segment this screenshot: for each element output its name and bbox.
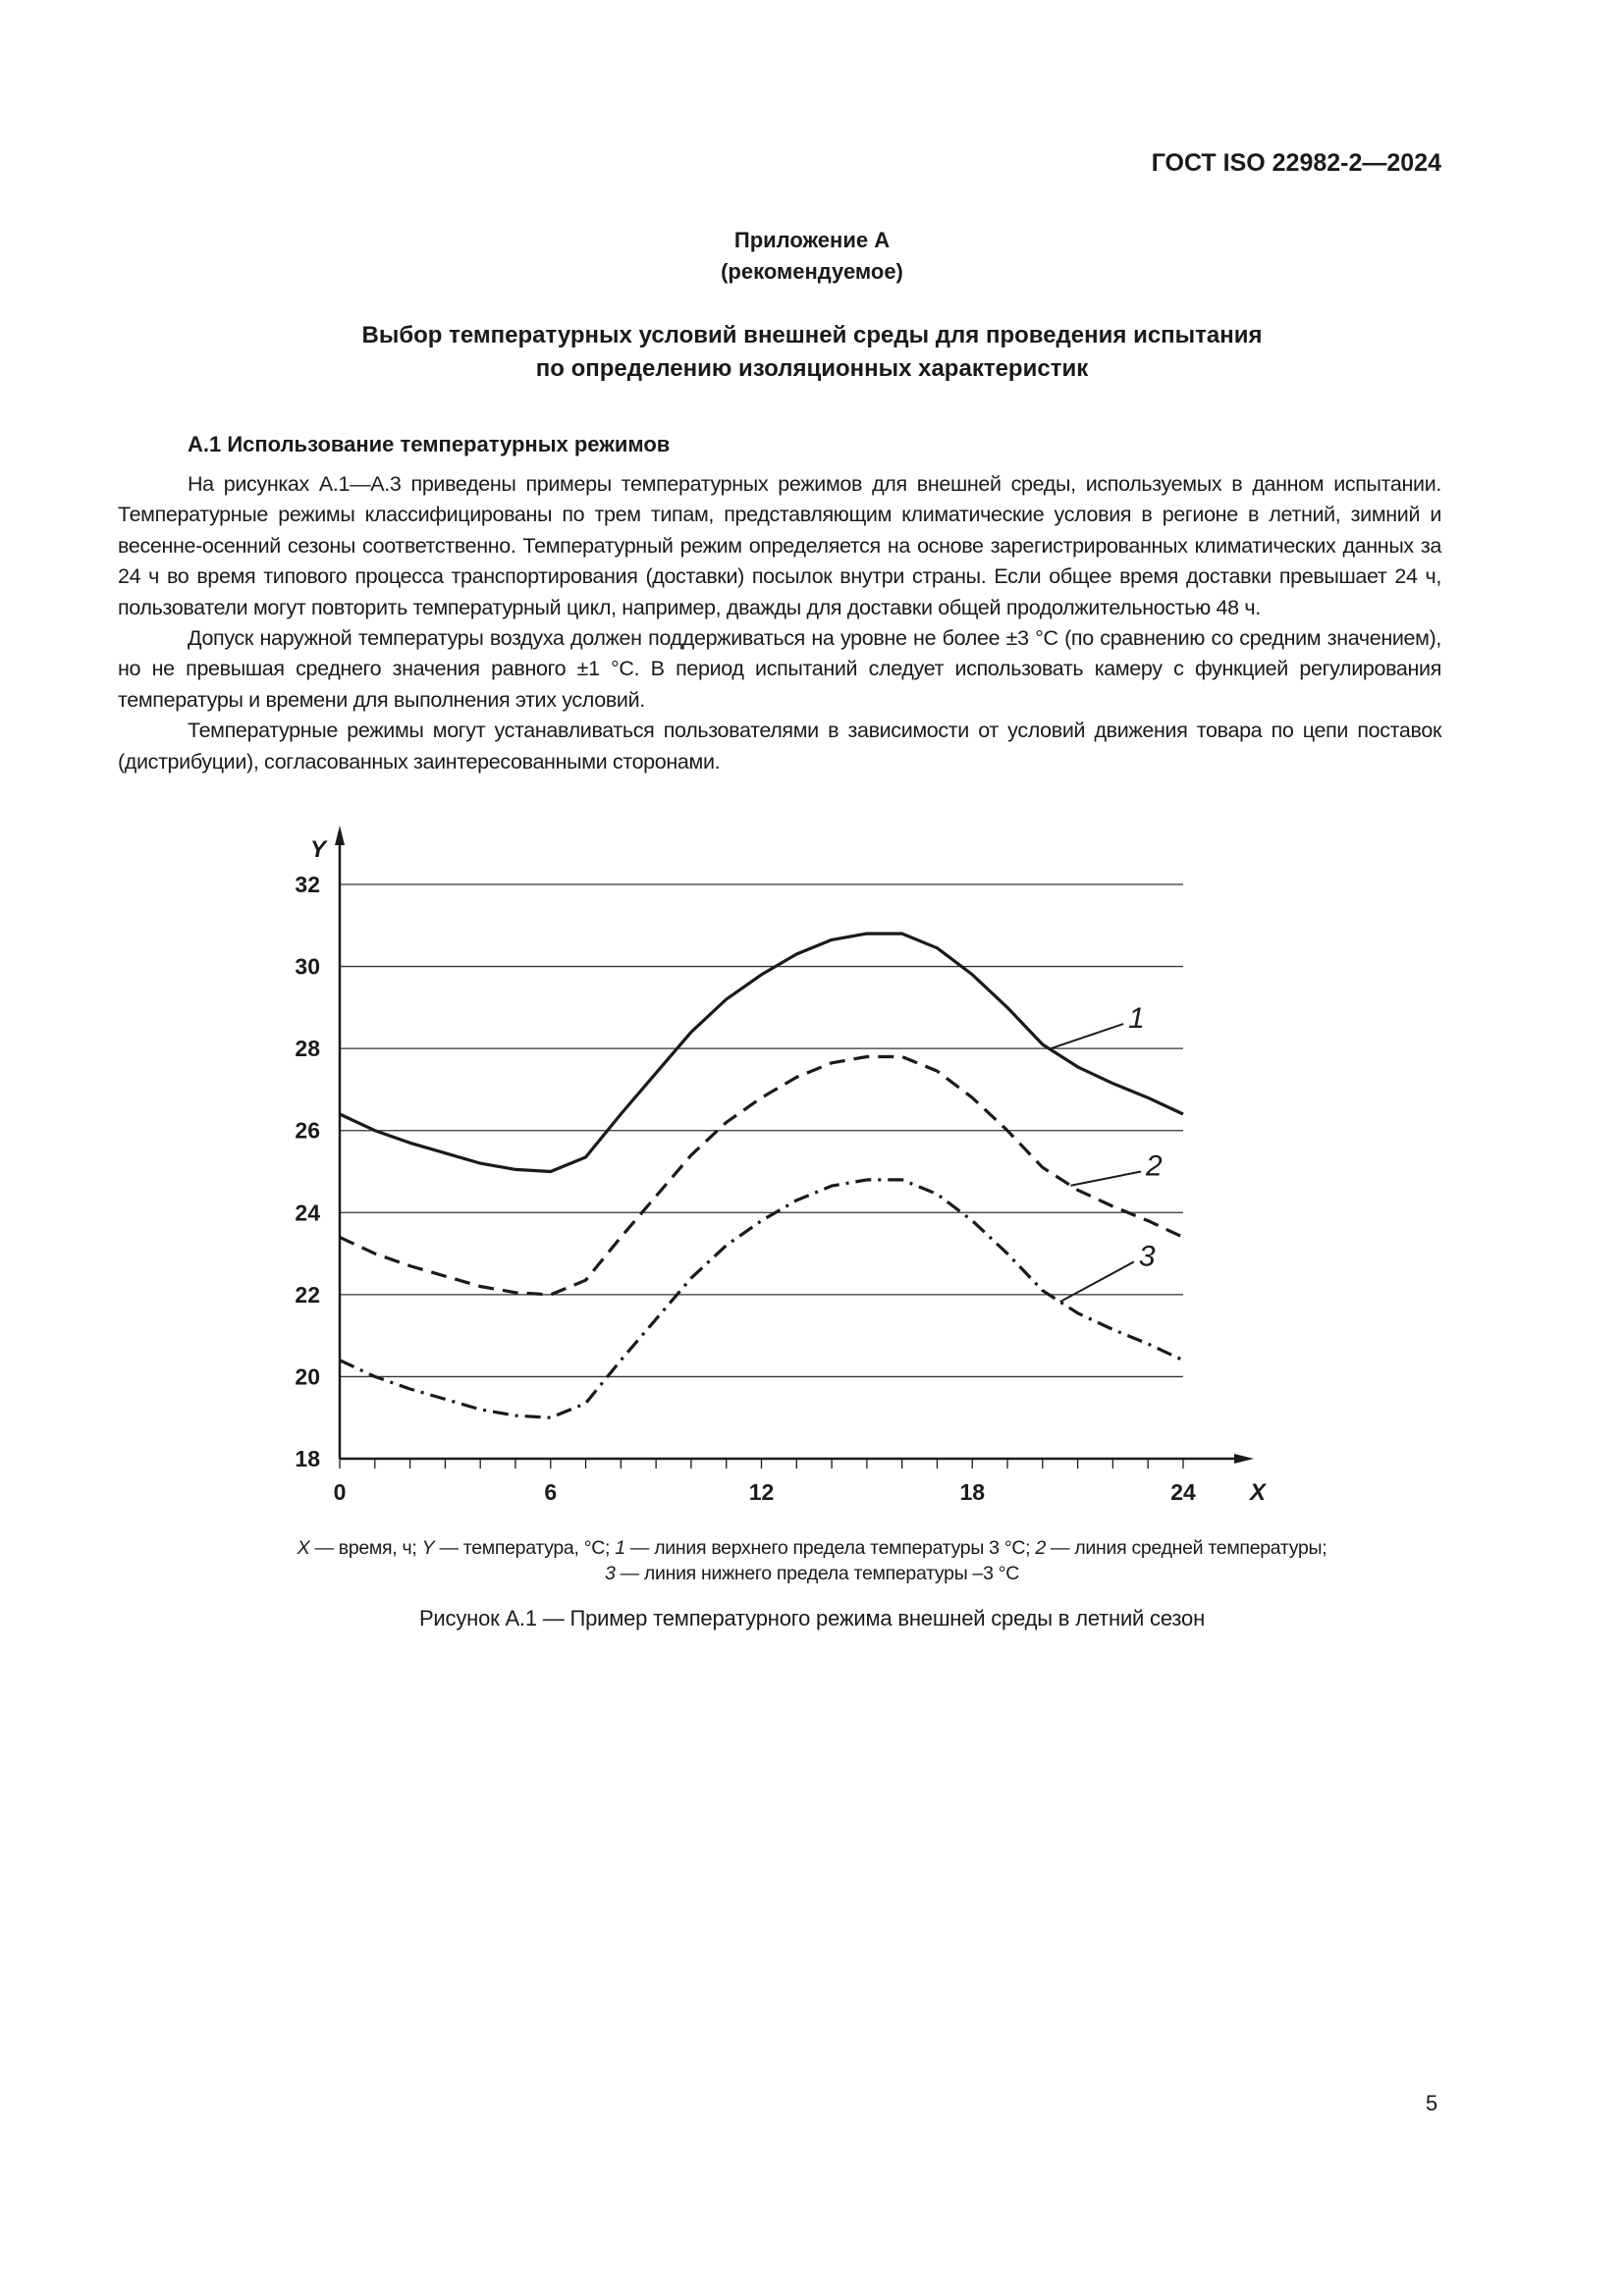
document-code: ГОСТ ISO 22982-2—2024 xyxy=(1151,149,1441,177)
legend-1-desc: — линия верхнего предела температуры 3 °… xyxy=(624,1537,1036,1559)
annex-heading-line-2: по определению изоляционных характеристи… xyxy=(535,355,1089,382)
y-tick-label: 26 xyxy=(295,1118,320,1144)
x-axis-label: X xyxy=(1248,1479,1268,1506)
x-tick-label: 18 xyxy=(959,1479,985,1505)
paragraph: На рисунках А.1—А.3 приведены примеры те… xyxy=(118,472,1441,619)
y-tick-label: 20 xyxy=(295,1363,320,1389)
annex-heading-line-1: Выбор температурных условий внешней сред… xyxy=(361,322,1263,348)
y-tick-label: 30 xyxy=(295,954,320,980)
paragraph: Допуск наружной температуры воздуха долж… xyxy=(118,626,1441,712)
legend-2-symbol: 2 xyxy=(1035,1537,1046,1559)
legend-x-desc: — время, ч; xyxy=(309,1537,422,1559)
series-lines xyxy=(339,932,1184,1419)
leader-line-1 xyxy=(1049,1023,1124,1050)
series-line-1 xyxy=(339,932,1184,1174)
x-tick-label: 12 xyxy=(749,1479,775,1505)
x-tick-label: 6 xyxy=(544,1479,557,1505)
series-label-2: 2 xyxy=(1145,1150,1163,1183)
figure-legend-line-2: 3 — линия нижнего предела температуры –3… xyxy=(0,1563,1624,1585)
series-line-3 xyxy=(339,1178,1184,1419)
page-number: 5 xyxy=(1426,2091,1438,2115)
series-labels: 1 2 3 xyxy=(1049,1002,1163,1304)
legend-2-desc: — линия средней температуры; xyxy=(1045,1537,1327,1559)
y-tick-label: 22 xyxy=(295,1282,320,1308)
paragraph: Температурные режимы могут устанавливать… xyxy=(118,719,1441,774)
figure-legend-line-1: X — время, ч; Y — температура, °С; 1 — л… xyxy=(0,1537,1624,1560)
legend-y-symbol: Y xyxy=(421,1537,435,1559)
section-heading: А.1 Использование температурных режимов xyxy=(188,432,671,456)
leader-line-2 xyxy=(1070,1170,1142,1187)
section-body: На рисунках А.1—А.3 приведены примеры те… xyxy=(118,469,1441,777)
legend-3-symbol: 3 xyxy=(604,1563,616,1584)
axes xyxy=(335,826,1254,1468)
series-label-3: 3 xyxy=(1139,1240,1156,1272)
y-axis-arrow xyxy=(335,826,345,845)
leader-line-3 xyxy=(1059,1260,1135,1304)
y-tick-label: 32 xyxy=(295,872,320,897)
legend-x-symbol: X xyxy=(297,1537,310,1559)
gridlines xyxy=(340,883,1183,1378)
series-line-2 xyxy=(339,1054,1184,1297)
x-tick-label: 0 xyxy=(334,1479,347,1505)
y-tick-label: 28 xyxy=(295,1036,320,1061)
legend-3-desc: — линия нижнего предела температуры –3 °… xyxy=(615,1563,1020,1584)
y-tick-label: 18 xyxy=(295,1446,320,1471)
series-label-1: 1 xyxy=(1128,1002,1145,1035)
x-axis-arrow xyxy=(1234,1454,1254,1464)
annex-title: Приложение А xyxy=(733,228,891,252)
y-axis-label: Y xyxy=(310,836,328,863)
figure-caption: Рисунок А.1 — Пример температурного режи… xyxy=(418,1606,1206,1630)
annex-status: (рекомендуемое) xyxy=(721,259,903,284)
legend-y-desc: — температура, °С; xyxy=(434,1537,616,1559)
y-tick-label: 24 xyxy=(295,1200,320,1225)
legend-1-symbol: 1 xyxy=(615,1537,625,1559)
x-tick-label: 24 xyxy=(1170,1479,1196,1505)
